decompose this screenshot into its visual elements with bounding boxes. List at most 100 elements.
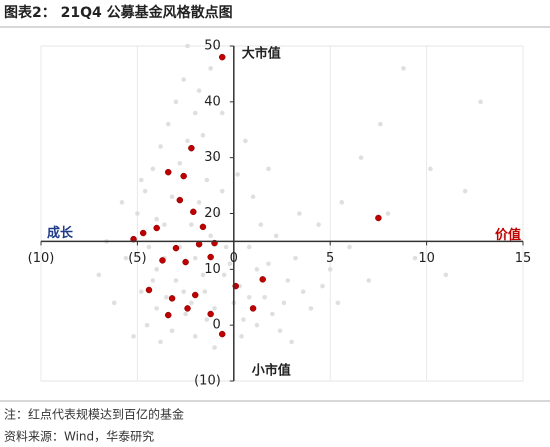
fund-point (358, 155, 364, 160)
y-tick-label: 0 (213, 318, 221, 333)
fund-point (347, 244, 352, 250)
fund-point (200, 133, 206, 138)
fund-point (177, 160, 183, 166)
fund-point (293, 255, 298, 261)
fund-point (246, 244, 252, 250)
fund-point (320, 283, 325, 289)
fund-point (212, 345, 217, 350)
fund-point (154, 216, 159, 222)
fund-point (138, 177, 144, 183)
fund-point (165, 121, 171, 127)
fund-point (289, 339, 294, 345)
fund-point (219, 188, 225, 194)
x-tick-label: (5) (128, 251, 146, 266)
fund-point (378, 121, 383, 127)
fund-point (300, 289, 306, 294)
fund-point (266, 166, 271, 172)
fund-point (281, 300, 287, 306)
fund-point (150, 278, 156, 283)
y-tick-label: 40 (204, 94, 221, 109)
fund-point (208, 233, 213, 239)
y-tick-label: (10) (194, 374, 221, 389)
fund-point (142, 188, 148, 194)
fund-point (250, 194, 256, 200)
large-fund-point (176, 196, 184, 204)
fund-point (254, 267, 260, 272)
fund-point (169, 194, 175, 200)
large-fund-point (375, 214, 382, 222)
large-fund-point (259, 276, 266, 283)
large-fund-point (199, 223, 207, 231)
fund-point (258, 222, 264, 227)
fund-point (327, 267, 333, 272)
fund-point (241, 317, 246, 322)
fund-point (270, 311, 275, 317)
annotation: 价值 (495, 227, 521, 243)
fund-point (208, 66, 213, 71)
fund-point (212, 155, 217, 160)
fund-point (192, 110, 198, 116)
note: 注：红点代表规模达到百亿的基金 (4, 407, 184, 422)
fund-point (277, 328, 283, 334)
fund-point (185, 138, 190, 144)
fund-point (216, 211, 221, 216)
fund-point (308, 306, 314, 311)
large-fund-point (168, 295, 176, 302)
x-tick-label: 10 (418, 251, 435, 266)
large-fund-point (184, 305, 191, 312)
fund-point (221, 272, 227, 278)
fund-point (273, 233, 279, 239)
fund-point (181, 289, 186, 294)
fund-point (339, 200, 345, 205)
y-tick-label: 10 (204, 262, 221, 277)
large-fund-point (207, 253, 214, 261)
large-fund-point (188, 144, 195, 152)
fund-point (443, 272, 449, 278)
x-tick-label: 15 (515, 251, 532, 266)
fund-point (412, 255, 418, 261)
fund-point (196, 200, 202, 205)
fund-point (212, 306, 217, 311)
fund-point (235, 172, 240, 177)
fund-point (146, 244, 152, 250)
chart-title: 图表2： 21Q4 公募基金风格散点图 (4, 4, 233, 21)
fund-point (183, 311, 188, 317)
fund-point (285, 278, 291, 283)
fund-point (239, 334, 244, 339)
fund-point (96, 272, 102, 278)
fund-point (196, 88, 202, 93)
fund-point (202, 289, 208, 294)
annotation: 成长 (47, 225, 74, 241)
large-fund-point (207, 310, 214, 318)
fund-point (227, 261, 233, 267)
fund-point (385, 211, 391, 216)
fund-point (335, 300, 341, 306)
large-fund-point (164, 168, 172, 176)
title-bg (0, 0, 550, 26)
fund-point (135, 211, 140, 216)
fund-point (111, 300, 117, 306)
source: 资料来源：Wind，华泰研究 (4, 429, 154, 444)
fund-point (150, 166, 156, 172)
fund-point (366, 278, 372, 283)
fund-point (219, 110, 225, 116)
fund-point (501, 233, 507, 239)
fund-point (200, 272, 206, 278)
fund-point (254, 322, 260, 328)
fund-point (428, 166, 433, 172)
fund-point (119, 200, 125, 205)
fund-point (138, 289, 144, 294)
fund-point (162, 222, 167, 227)
fund-point (173, 278, 179, 283)
large-fund-point (191, 291, 199, 299)
fund-point (189, 300, 194, 306)
x-tick-label: 5 (326, 251, 334, 266)
large-fund-point (218, 330, 226, 338)
fund-point (246, 294, 252, 300)
large-fund-point (145, 286, 153, 294)
fund-point (297, 211, 302, 216)
y-tick-label: 20 (204, 206, 221, 221)
fund-point (189, 222, 194, 227)
